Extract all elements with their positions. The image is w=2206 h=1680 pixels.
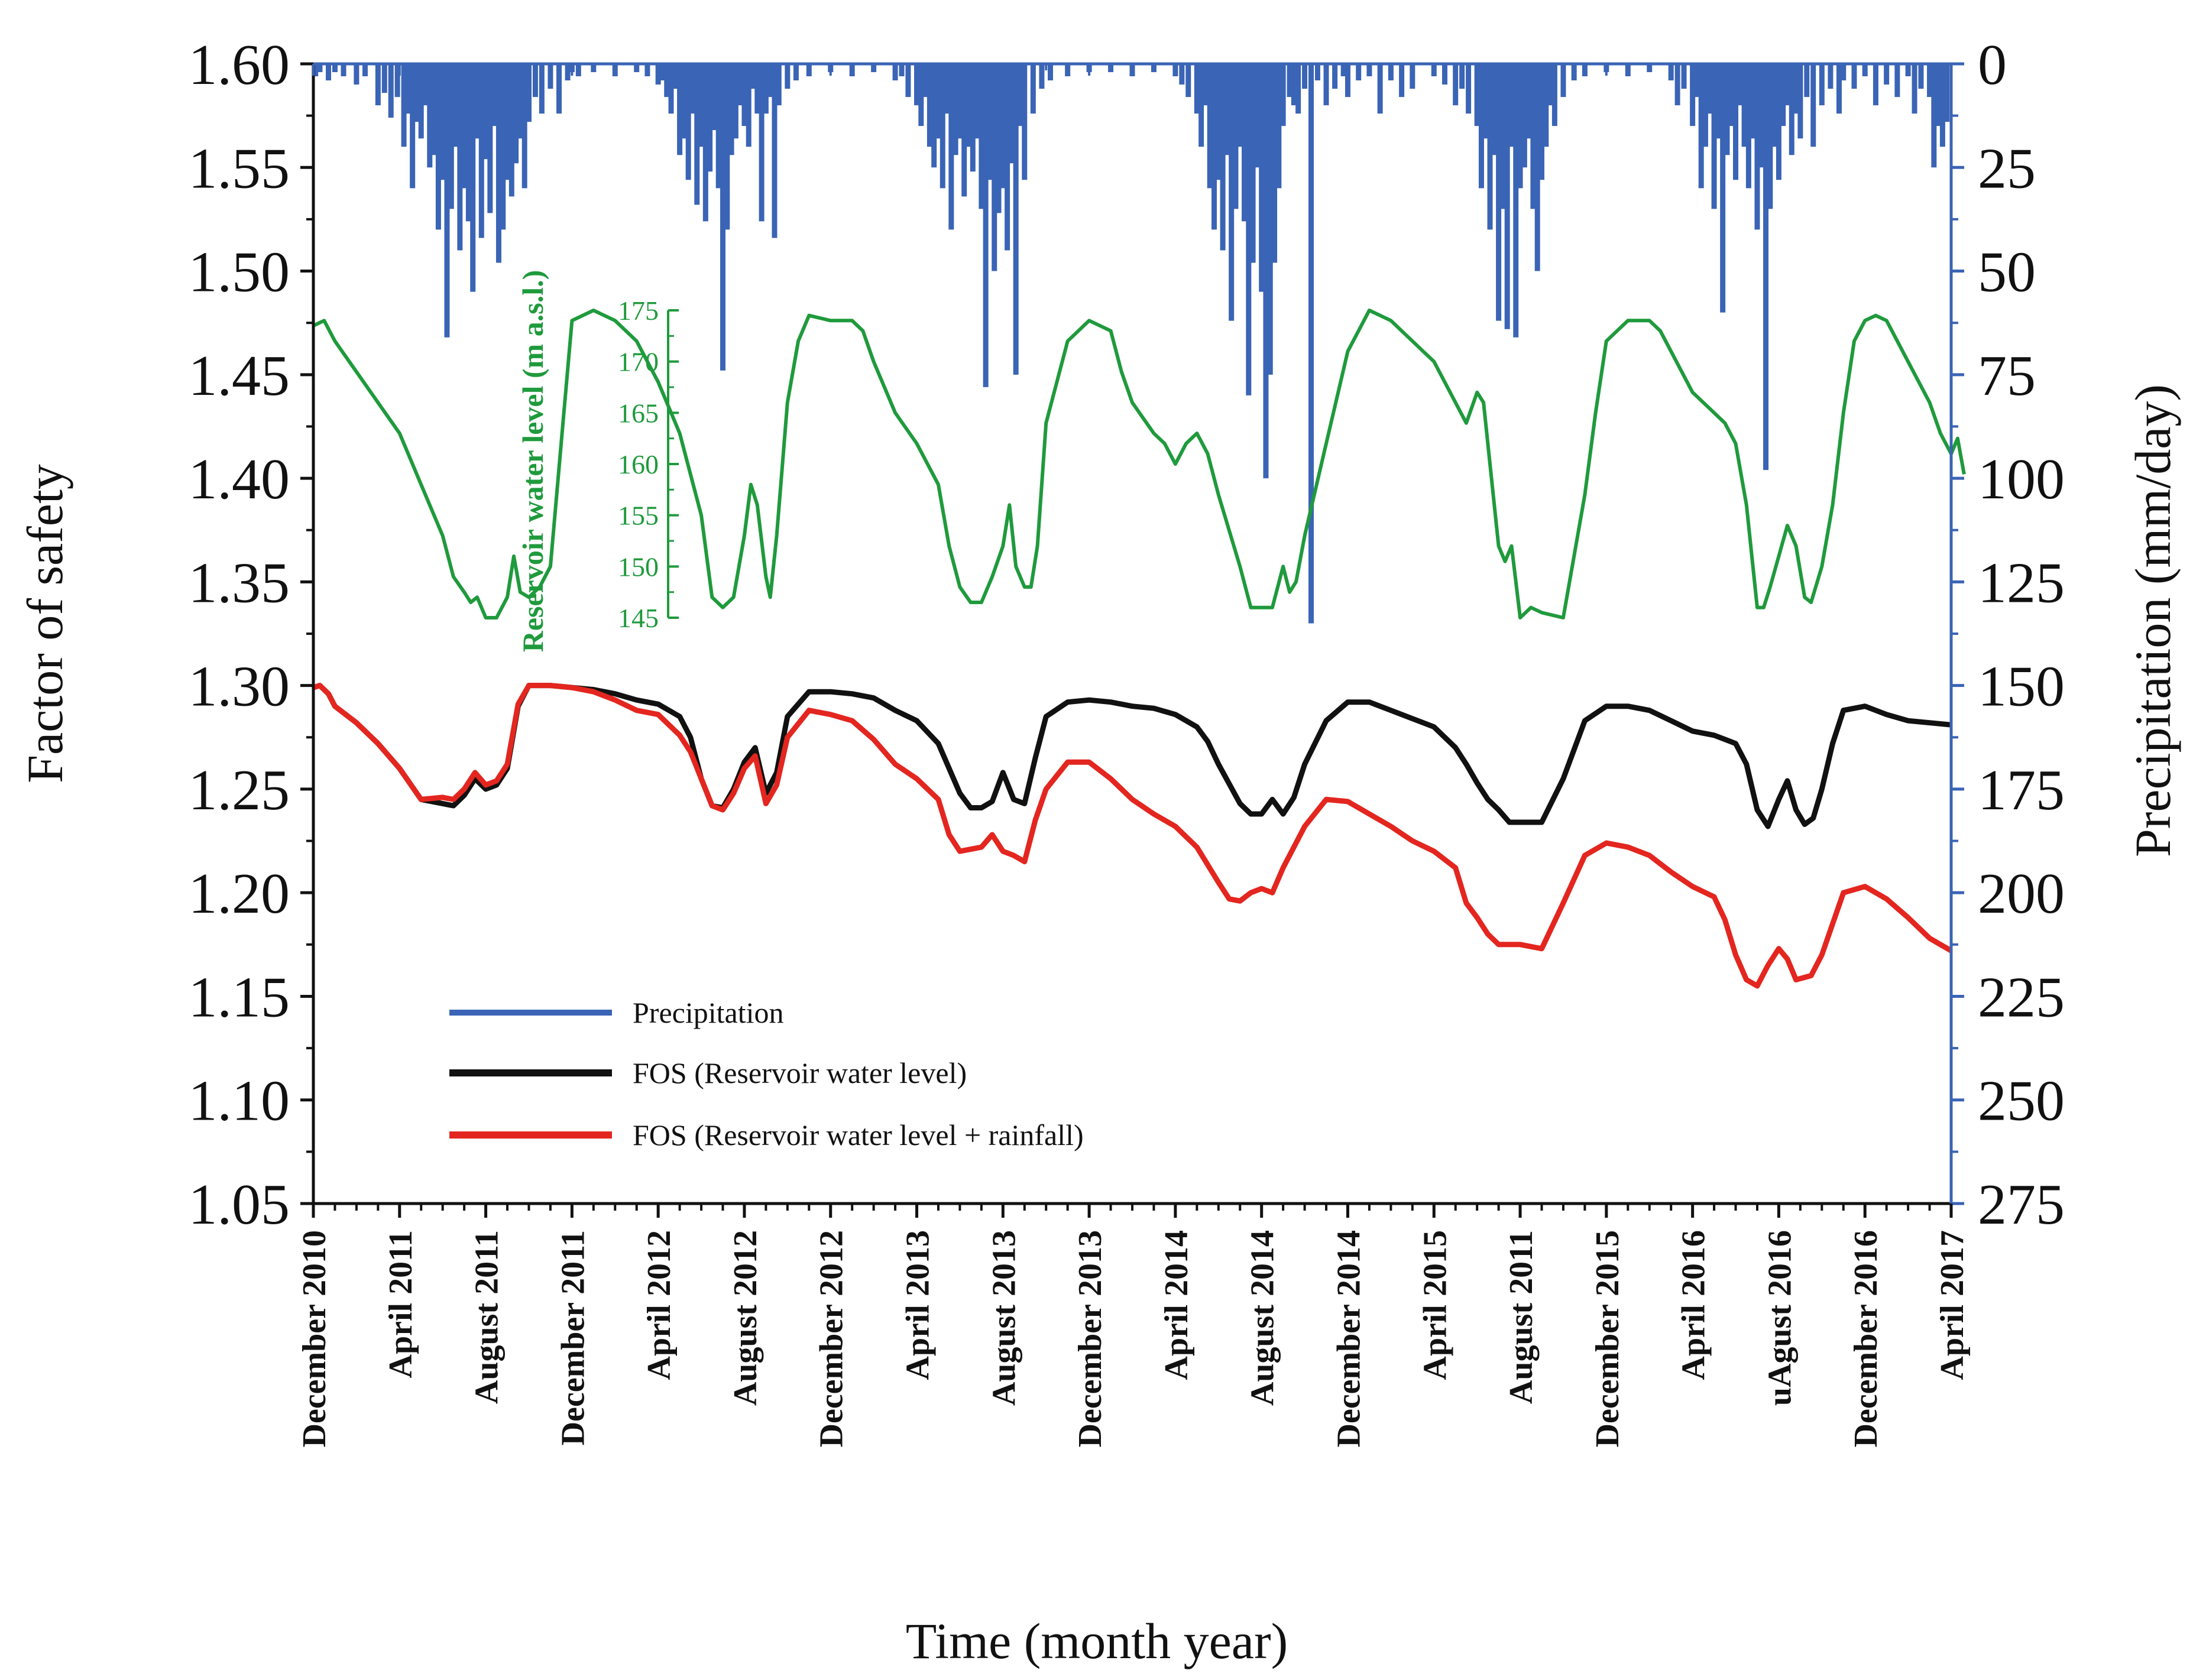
x-tick-label: August 2011 — [1503, 1230, 1540, 1404]
x-tick-label: April 2013 — [900, 1230, 937, 1380]
inset-tick-label: 160 — [618, 449, 659, 479]
x-tick-label: April 2016 — [1676, 1230, 1712, 1380]
left-tick-label: 1.55 — [189, 137, 290, 200]
right-tick-label: 200 — [1978, 862, 2065, 926]
right-tick-label: 275 — [1978, 1173, 2065, 1237]
left-axis-title: Factor of safety — [17, 464, 73, 783]
inset-axis-title: Reservoir water level (m a.s.l.) — [516, 270, 549, 653]
left-tick-label: 1.25 — [189, 758, 290, 822]
left-tick-label: 1.15 — [189, 965, 290, 1029]
left-tick-label: 1.60 — [189, 33, 290, 97]
right-tick-label: 0 — [1978, 33, 2007, 97]
x-tick-label: December 2012 — [814, 1230, 850, 1448]
legend: Precipitation FOS (Reservoir water level)… — [449, 996, 1084, 1152]
right-tick-label: 150 — [1978, 655, 2065, 719]
x-tick-label: April 2015 — [1417, 1230, 1453, 1380]
left-tick-label: 1.40 — [189, 447, 290, 511]
x-tick-label: December 2016 — [1848, 1230, 1884, 1448]
inset-axis: 175 170 165 160 155 150 145 — [618, 296, 679, 633]
fos-reservoir-line — [312, 683, 1952, 829]
left-tick-label: 1.05 — [189, 1173, 290, 1237]
x-tick-label: April 2014 — [1158, 1230, 1195, 1380]
left-tick-label: 1.30 — [189, 655, 290, 719]
x-tick-label: December 2011 — [555, 1230, 591, 1445]
x-tick-label: August 2012 — [727, 1230, 764, 1406]
x-tick-label: December 2015 — [1589, 1230, 1626, 1448]
x-tick-label: December 2010 — [296, 1230, 333, 1448]
inset-tick-label: 175 — [618, 296, 659, 326]
x-tick-label: April 2011 — [383, 1230, 419, 1378]
reservoir-water-level-line — [312, 309, 1966, 620]
right-tick-label: 100 — [1978, 447, 2065, 511]
right-tick-label: 50 — [1978, 241, 2036, 304]
right-axis-title: Precipitation (mm/day) — [2124, 384, 2181, 857]
fos-rainfall-series — [312, 683, 1953, 989]
right-tick-label: 25 — [1978, 137, 2036, 200]
legend-label: Precipitation — [633, 996, 784, 1029]
left-tick-label: 1.45 — [189, 344, 290, 408]
right-tick-label: 125 — [1978, 551, 2065, 615]
x-tick-label: December 2014 — [1331, 1230, 1368, 1448]
inset-tick-label: 150 — [618, 552, 659, 582]
left-tick-label: 1.50 — [189, 241, 290, 304]
inset-tick-label: 165 — [618, 398, 659, 428]
axes: 1.60 1.55 1.50 1.45 1.40 1.35 1.30 1.25 1.20 1.15… — [189, 33, 2065, 1448]
right-tick-label: 250 — [1978, 1069, 2065, 1133]
reservoir-water-level-series — [312, 309, 1966, 620]
x-tick-label: August 2011 — [469, 1230, 506, 1404]
left-tick-label: 1.35 — [189, 551, 290, 615]
x-tick-label: uAgust 2016 — [1761, 1230, 1798, 1406]
fos-rainfall-line — [312, 683, 1953, 989]
x-tick-label: December 2013 — [1072, 1230, 1109, 1448]
x-tick-label: April 2017 — [1934, 1230, 1971, 1380]
legend-label: FOS (Reservoir water level) — [633, 1056, 967, 1089]
x-tick-label: August 2014 — [1245, 1230, 1281, 1406]
inset-tick-label: 155 — [618, 501, 659, 531]
fos-reservoir-series — [312, 683, 1952, 829]
inset-tick-label: 170 — [618, 347, 659, 377]
right-tick-label: 75 — [1978, 344, 2036, 408]
x-axis-title: Time (month year) — [906, 1613, 1288, 1669]
right-tick-label: 225 — [1978, 965, 2065, 1029]
inset-tick-label: 145 — [618, 603, 659, 633]
precipitation-series — [313, 64, 1950, 624]
axis-titles: Time (month year) Factor of safety Preci… — [17, 270, 2181, 1669]
x-tick-label: August 2013 — [986, 1230, 1022, 1406]
left-tick-label: 1.20 — [189, 862, 290, 926]
x-tick-label: April 2012 — [641, 1230, 678, 1380]
left-tick-label: 1.10 — [189, 1069, 290, 1133]
legend-label: FOS (Reservoir water level + rainfall) — [633, 1118, 1084, 1152]
right-tick-label: 175 — [1978, 758, 2065, 822]
